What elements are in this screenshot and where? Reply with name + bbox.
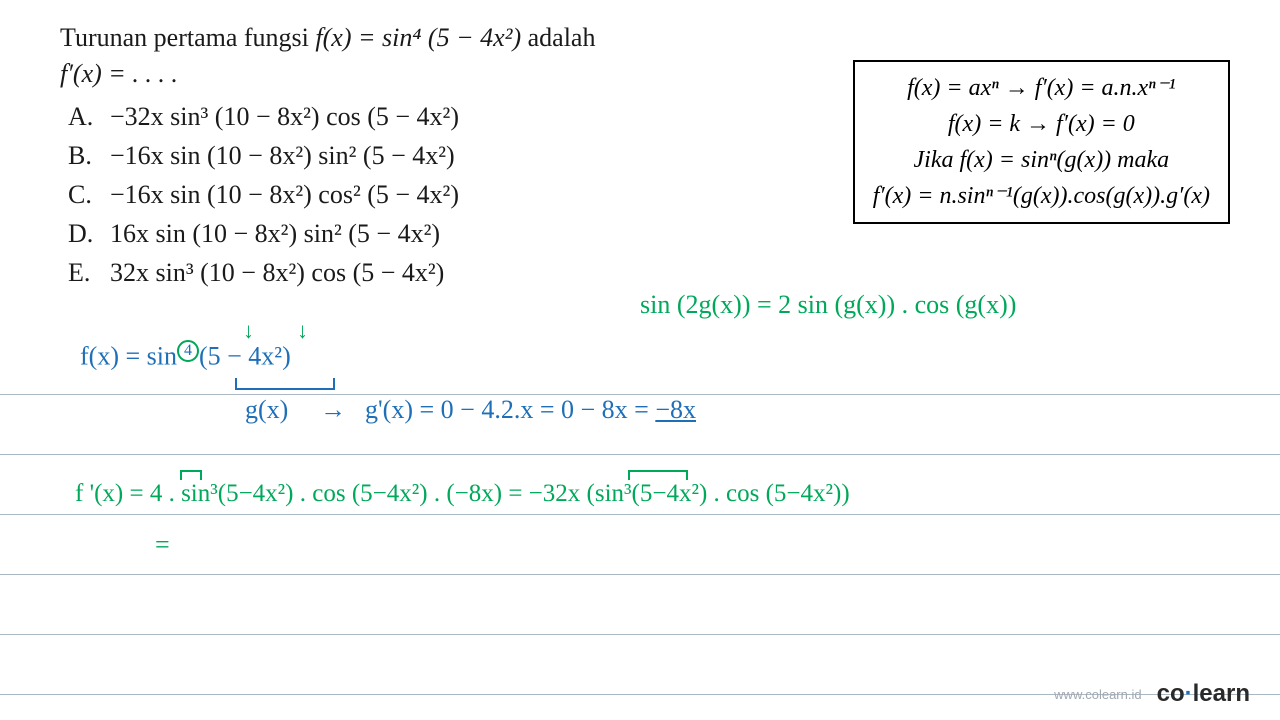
hw-gprime: g'(x) = 0 − 4.2.x = 0 − 8x = −8x xyxy=(365,395,696,425)
hw-arrow: → xyxy=(320,395,346,425)
footer-logo: co·learn xyxy=(1157,680,1250,708)
bracket-over-icon xyxy=(180,470,202,480)
hw-fx: f(x) = sin4(5 − 4x²) xyxy=(80,340,291,372)
footer: www.colearn.id co·learn xyxy=(1054,680,1250,708)
bracket-over-icon xyxy=(628,470,688,480)
option-e: E. 32x sin³ (10 − 8x²) cos (5 − 4x²) xyxy=(60,253,1220,292)
formula-box: f(x) = axⁿ → f′(x) = a.n.xⁿ⁻¹ f(x) = k →… xyxy=(853,60,1230,224)
formula-line4: f′(x) = n.sinⁿ⁻¹(g(x)).cos(g(x)).g′(x) xyxy=(873,178,1210,214)
hw-fprime: f '(x) = 4 . sin³(5−4x²) . cos (5−4x²) .… xyxy=(75,480,850,508)
formula-line3: Jika f(x) = sinⁿ(g(x)) maka xyxy=(873,142,1210,178)
question-line1: Turunan pertama fungsi f(x) = sin⁴ (5 − … xyxy=(60,20,1220,56)
arrow-down-icon: ↓ xyxy=(297,318,308,344)
ruled-background xyxy=(0,335,1280,720)
hw-gx: g(x) xyxy=(245,395,288,425)
formula-line1: f(x) = axⁿ → f′(x) = a.n.xⁿ⁻¹ xyxy=(873,70,1210,106)
arrow-down-icon: ↓ xyxy=(243,318,254,344)
hw-equals: = xyxy=(155,530,170,560)
bracket-icon xyxy=(235,378,335,390)
footer-url: www.colearn.id xyxy=(1054,687,1141,702)
formula-line2: f(x) = k → f′(x) = 0 xyxy=(873,106,1210,142)
hw-identity: sin (2g(x)) = 2 sin (g(x)) . cos (g(x)) xyxy=(640,290,1016,320)
